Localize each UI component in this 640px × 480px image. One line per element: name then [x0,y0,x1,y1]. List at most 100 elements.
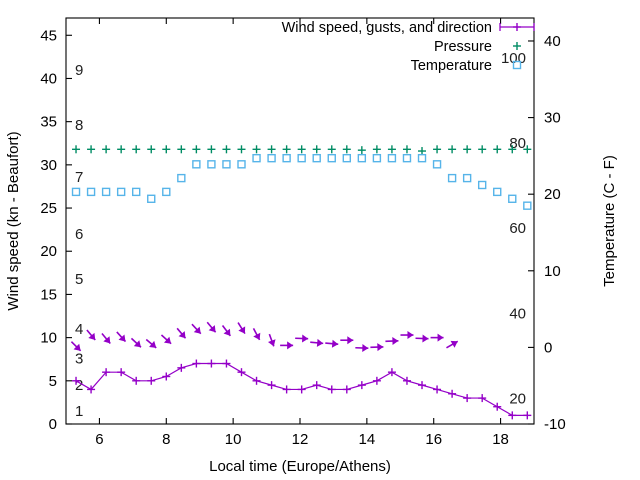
pressure-marker [117,145,126,154]
wind-direction-arrow-icon [385,337,399,346]
wind-speed-marker [132,376,141,385]
wind-speed-marker [297,385,306,394]
wind-direction-arrow-icon [310,338,324,347]
x-tick-label: 16 [425,431,442,448]
pressure-marker [297,145,306,154]
temperature-marker [267,153,276,163]
beaufort-label: 9 [75,62,83,79]
wind-speed-marker [237,368,246,377]
y-tick-label: 0 [49,416,57,433]
beaufort-label: 6 [75,226,83,243]
wind-speed-marker [433,385,442,394]
y2-tick-label: 40 [544,33,561,50]
pressure-marker [493,145,502,154]
wind-direction-arrow-icon [415,334,429,343]
wind-speed-marker [418,381,427,390]
x-tick-label: 8 [162,431,170,448]
temperature-marker [447,173,457,183]
y-tick-label: 30 [40,157,57,174]
temperature-marker [523,201,532,210]
pressure-marker [72,145,81,154]
wind-speed-marker [87,385,96,394]
y-tick-label: 10 [40,330,57,347]
beaufort-label: 2 [75,377,83,394]
temperature-marker [387,153,397,163]
y2-tick-label: 0 [544,339,552,356]
legend-label-1: Pressure [434,39,492,55]
temperature-marker [222,160,231,169]
temperature-marker [297,153,306,163]
temperature-marker [252,153,261,163]
legend-sample-marker [513,23,521,31]
wind-speed-marker [267,381,276,390]
beaufort-label: 3 [75,350,83,367]
pressure-marker [267,145,276,154]
temperature-marker [327,153,336,163]
x-tick-label: 10 [225,431,242,448]
temperature-marker [86,187,96,197]
temperature-marker [493,187,502,197]
temperature-marker [101,187,111,197]
y2-tick-label: 30 [544,110,561,127]
wind-direction-arrow-icon [221,325,232,337]
wind-speed-marker [162,372,171,381]
pressure-marker [177,145,186,154]
pressure-marker [478,145,487,154]
legend-label-0: Wind speed, gusts, and direction [282,20,492,36]
temperature-marker [282,153,291,163]
x-tick-label: 18 [492,431,509,448]
pressure-marker [448,145,457,154]
pressure-marker [282,145,291,154]
temperature-marker [312,153,321,163]
y-tick-label: 15 [40,286,57,303]
fahrenheit-label: 80 [509,135,526,152]
temperature-marker [237,160,246,169]
y-tick-label: 40 [40,70,57,87]
temperature-marker [177,173,186,183]
pressure-marker [372,145,381,154]
wind-direction-arrow-icon [70,341,82,352]
pressure-marker [312,145,321,154]
temperature-marker [147,194,156,203]
beaufort-label: 8 [75,117,83,134]
wind-direction-arrow-icon [295,334,309,343]
wind-speed-marker [463,394,472,403]
y-tick-label: 25 [40,200,57,217]
wind-direction-arrow-icon [325,339,339,348]
y-axis-title: Wind speed (kn - Beaufort) [5,131,22,310]
temperature-marker [116,187,126,197]
fahrenheit-label: 60 [509,220,526,237]
wind-direction-arrow-icon [400,331,414,340]
wind-direction-arrow-icon [145,338,157,349]
wind-direction-arrow-icon [446,340,459,349]
wind-speed-marker [102,368,111,377]
wind-speed-marker [72,376,81,385]
y-tick-label: 5 [49,373,57,390]
y-tick-label: 45 [40,27,57,44]
temperature-marker [372,153,382,163]
y-tick-label: 35 [40,114,57,131]
wind-speed-marker [207,359,216,368]
temperature-marker [357,153,367,163]
wind-direction-arrow-icon [116,331,127,343]
wind-speed-marker [342,385,351,394]
x-axis-title: Local time (Europe/Athens) [209,458,391,475]
wind-speed-marker [192,359,201,368]
wind-speed-marker [357,381,366,390]
pressure-marker [402,145,411,154]
pressure-marker [418,147,427,156]
wind-direction-arrow-icon [191,323,202,335]
wind-speed-marker [177,363,186,372]
wind-direction-arrow-icon [252,328,261,341]
beaufort-label: 4 [75,321,83,338]
beaufort-label: 7 [75,169,83,186]
wind-speed-marker [117,368,126,377]
wind-direction-arrow-icon [355,344,369,352]
wind-speed-marker [387,368,396,377]
pressure-marker [132,145,141,154]
wind-speed-marker [402,376,411,385]
wind-speed-marker [448,389,457,398]
plot-frame [65,17,535,425]
